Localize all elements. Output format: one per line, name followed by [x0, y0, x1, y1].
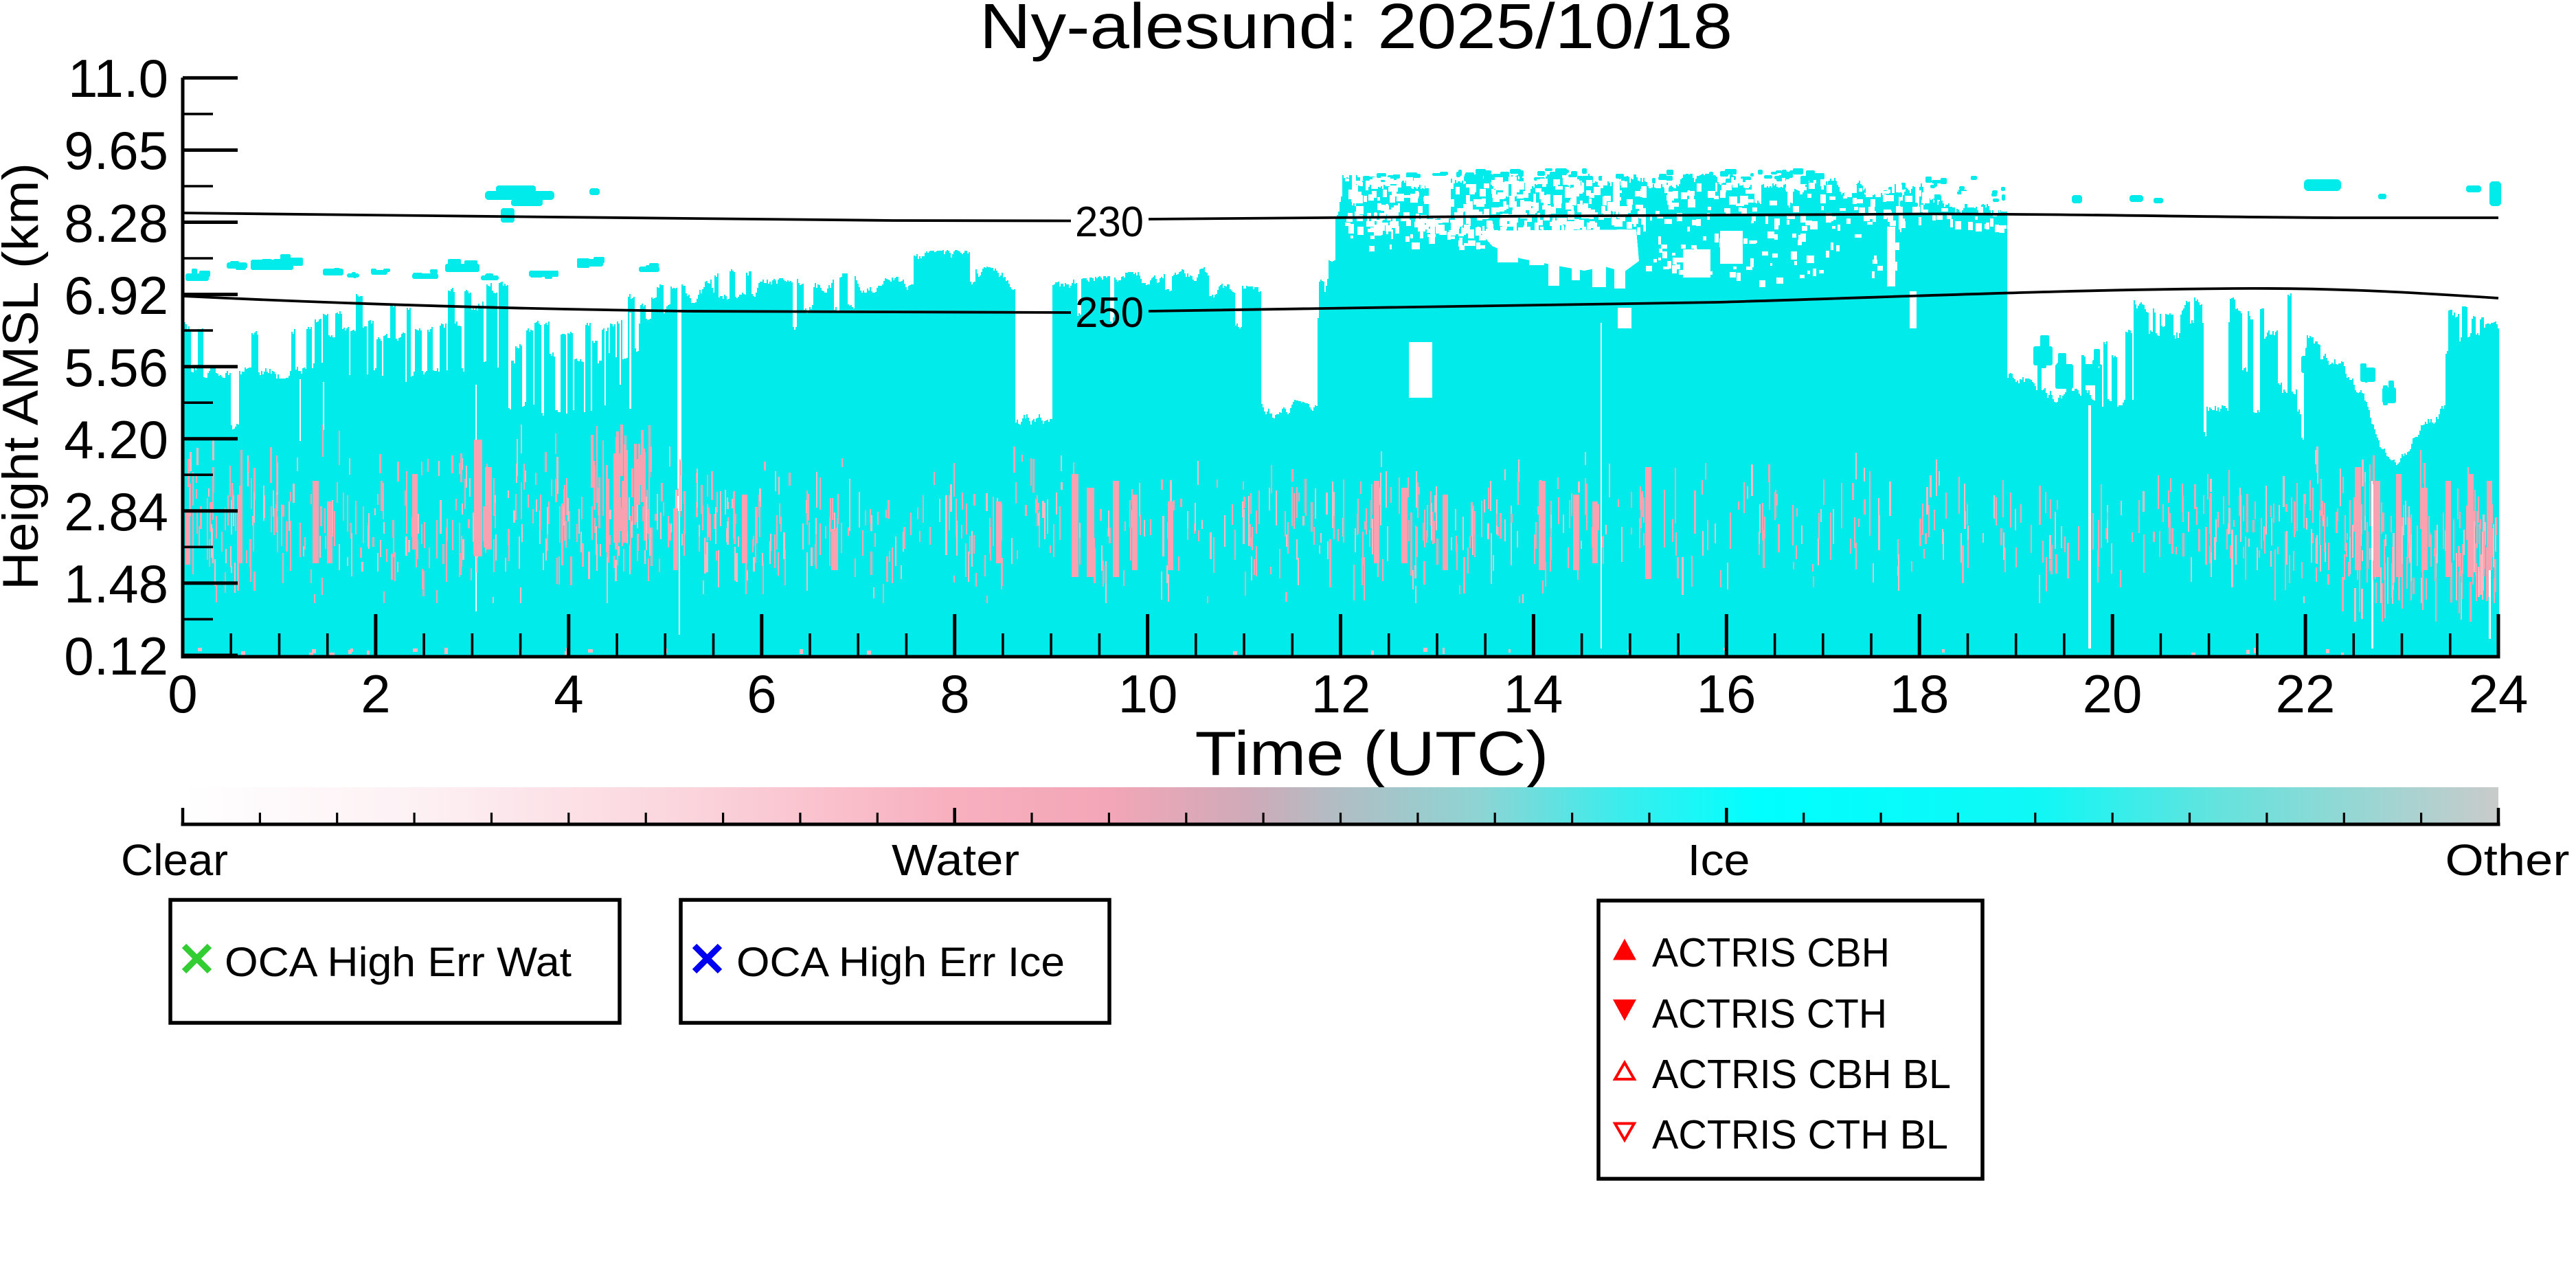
svg-text:Clear: Clear	[121, 835, 228, 885]
svg-text:250: 250	[1075, 289, 1144, 337]
svg-text:OCA High Err Wat: OCA High Err Wat	[225, 939, 572, 985]
svg-text:16: 16	[1697, 664, 1756, 724]
svg-text:8.28: 8.28	[64, 193, 168, 253]
svg-text:5.56: 5.56	[64, 337, 168, 398]
svg-text:ACTRIS CBH: ACTRIS CBH	[1652, 930, 1890, 975]
svg-text:4.20: 4.20	[64, 409, 168, 470]
svg-text:6.92: 6.92	[64, 265, 168, 326]
svg-text:Height AMSL (km): Height AMSL (km)	[0, 163, 49, 590]
svg-text:2: 2	[361, 664, 390, 724]
svg-text:230: 230	[1075, 199, 1144, 246]
svg-text:0: 0	[168, 664, 197, 724]
svg-text:12: 12	[1311, 664, 1371, 724]
svg-text:Water: Water	[892, 835, 1019, 885]
svg-text:8: 8	[940, 664, 969, 724]
svg-text:ACTRIS CBH BL: ACTRIS CBH BL	[1652, 1052, 1951, 1097]
svg-text:24: 24	[2469, 664, 2529, 724]
svg-text:9.65: 9.65	[64, 120, 168, 181]
svg-text:11.0: 11.0	[68, 48, 168, 109]
svg-text:ACTRIS CTH BL: ACTRIS CTH BL	[1652, 1112, 1948, 1157]
svg-text:22: 22	[2276, 664, 2336, 724]
svg-text:0.12: 0.12	[64, 626, 168, 686]
svg-text:10: 10	[1118, 664, 1178, 724]
svg-text:Time (UTC): Time (UTC)	[1195, 719, 1549, 789]
svg-text:OCA High Err Ice: OCA High Err Ice	[736, 939, 1065, 985]
svg-text:20: 20	[2083, 664, 2143, 724]
svg-text:4: 4	[554, 664, 583, 724]
svg-text:Ice: Ice	[1688, 835, 1750, 885]
svg-text:ACTRIS CTH: ACTRIS CTH	[1652, 991, 1887, 1037]
svg-text:6: 6	[747, 664, 776, 724]
svg-text:18: 18	[1890, 664, 1950, 724]
svg-text:14: 14	[1504, 664, 1563, 724]
svg-text:Other: Other	[2445, 835, 2570, 885]
svg-text:2.84: 2.84	[64, 482, 168, 542]
svg-text:Ny-alesund: 2025/10/18: Ny-alesund: 2025/10/18	[980, 0, 1732, 62]
svg-text:1.48: 1.48	[64, 554, 168, 614]
